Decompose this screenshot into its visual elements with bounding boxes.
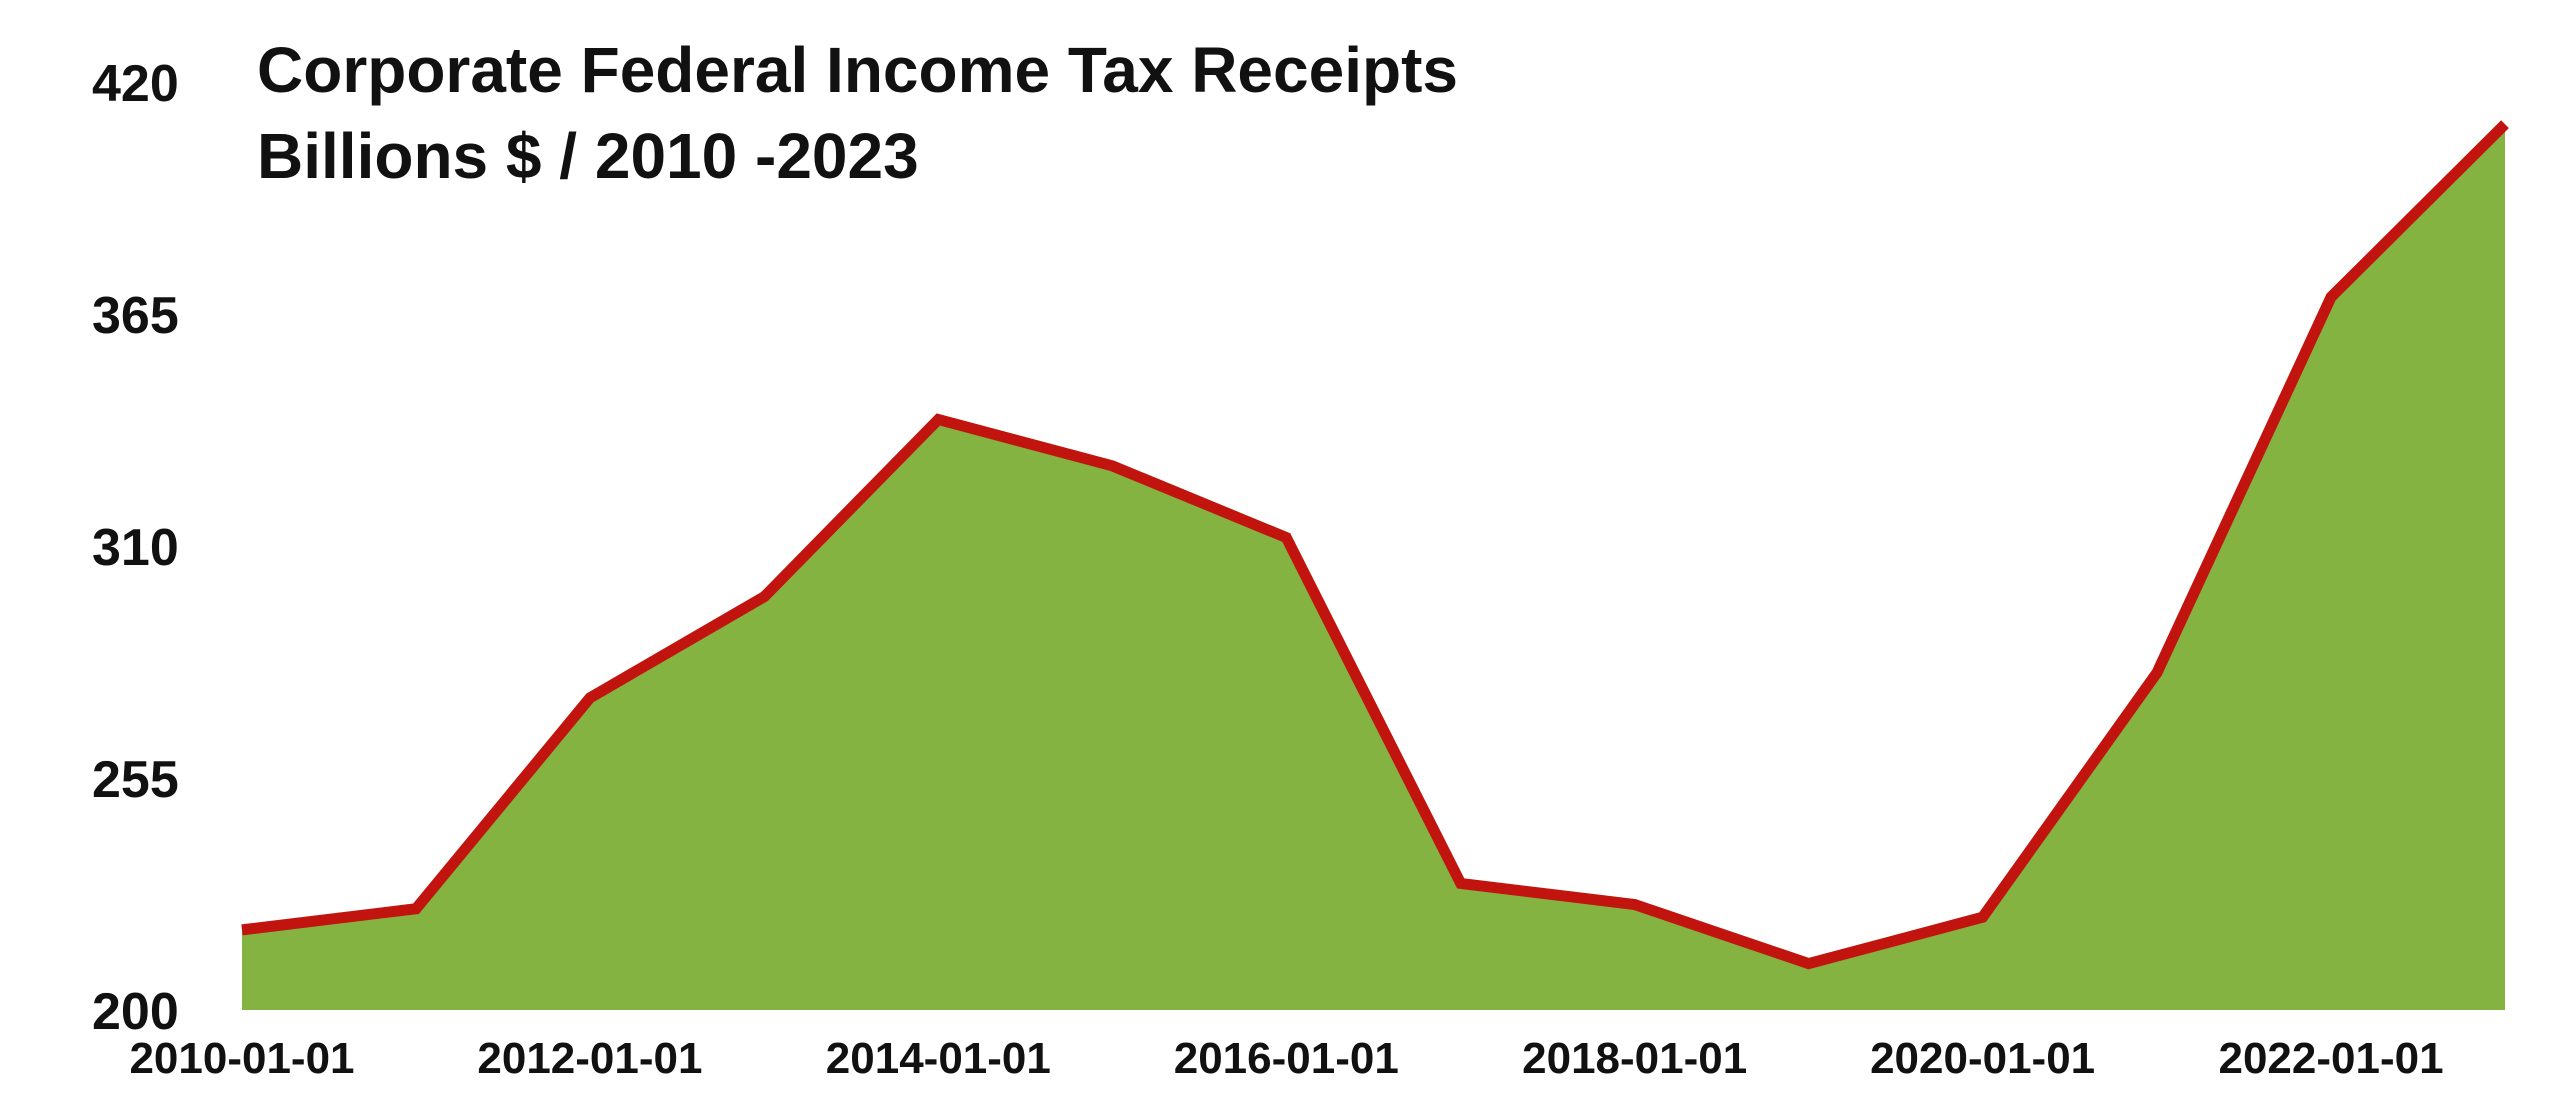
x-tick-label: 2010-01-01 bbox=[129, 1034, 354, 1083]
y-axis: 200 255 310 365 420 bbox=[92, 55, 179, 1041]
y-tick-label: 310 bbox=[92, 519, 179, 577]
x-axis: 2010-01-01 2012-01-01 2014-01-01 2016-01-01… bbox=[129, 1034, 2443, 1083]
y-tick-label: 200 bbox=[92, 983, 179, 1041]
x-tick-label: 2014-01-01 bbox=[826, 1034, 1051, 1083]
x-tick-label: 2018-01-01 bbox=[1522, 1034, 1747, 1083]
line-layer bbox=[241, 120, 2509, 970]
x-tick-label: 2020-01-01 bbox=[1870, 1034, 2095, 1083]
x-tick-label: 2016-01-01 bbox=[1174, 1034, 1399, 1083]
y-tick-label: 255 bbox=[92, 751, 179, 809]
y-tick-label: 365 bbox=[92, 287, 179, 345]
x-tick-label: 2022-01-01 bbox=[2218, 1034, 2443, 1083]
series-line bbox=[241, 120, 2509, 970]
chart-subtitle: Billions $ / 2010 -2023 bbox=[257, 120, 919, 192]
area-layer bbox=[242, 124, 2505, 1010]
x-tick-label: 2012-01-01 bbox=[477, 1034, 702, 1083]
series-area bbox=[242, 124, 2505, 1010]
chart-title: Corporate Federal Income Tax Receipts bbox=[257, 34, 1458, 106]
y-tick-label: 420 bbox=[92, 55, 179, 113]
